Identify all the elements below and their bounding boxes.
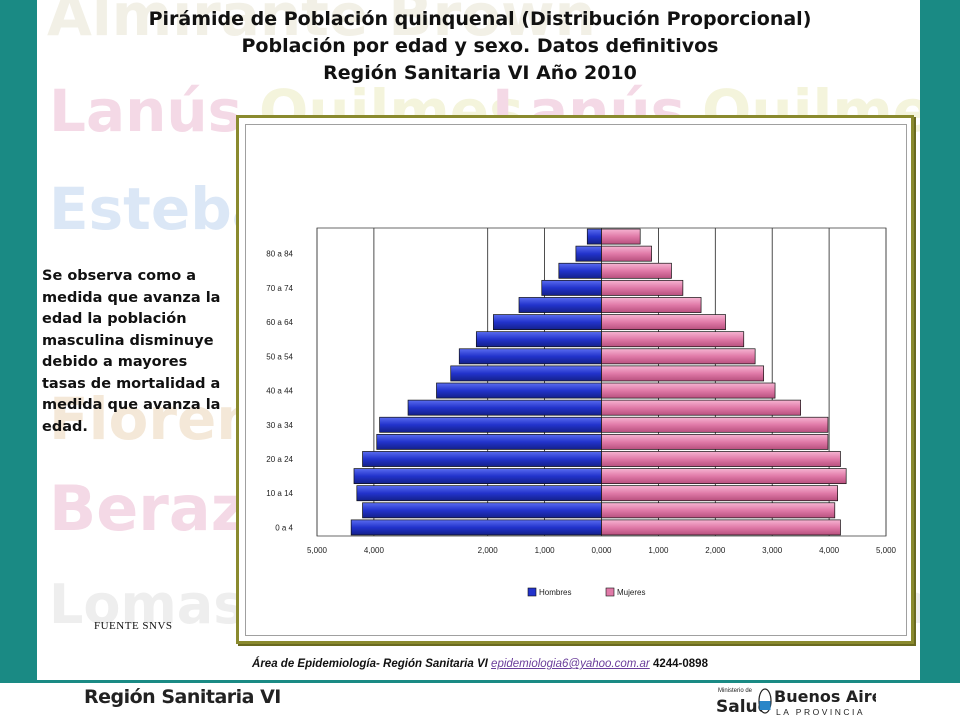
- bar-mujeres-16: [601, 245, 652, 262]
- observation-text: Se observa como a medida que avanza la e…: [42, 268, 221, 435]
- plot-area: [316, 227, 887, 537]
- bar-hombres-14: [541, 279, 602, 296]
- y-tick-label-1: 10 a 14: [266, 489, 293, 498]
- brand-region-sanitaria: Región Sanitaria VI: [84, 686, 281, 708]
- legend-label-mujeres: Mujeres: [617, 588, 645, 597]
- title-line-3: Región Sanitaria VI Año 2010: [323, 62, 637, 84]
- bar-mujeres-11: [601, 331, 745, 348]
- x-tick-label-8: 4,000: [819, 546, 840, 555]
- bar-hombres-13: [518, 297, 602, 313]
- bar-hombres-8: [436, 382, 602, 399]
- bar-mujeres-12: [601, 314, 726, 331]
- y-tick-label-8: 80 a 84: [266, 250, 293, 259]
- footer-email-link[interactable]: epidemiologia6@yahoo.com.ar: [491, 658, 650, 670]
- bar-mujeres-3: [601, 468, 847, 485]
- footer-text: Área de Epidemiología- Región Sanitaria …: [252, 658, 488, 670]
- x-tick-label-4: 0,000: [591, 546, 612, 555]
- x-tick-label-0: 5,000: [307, 546, 328, 555]
- bar-hombres-2: [356, 485, 602, 502]
- bar-hombres-10: [458, 348, 602, 365]
- population-pyramid-chart: 0 a 4 10 a 14 20 a 24 30 a 34 40 a 44 50 a 54…: [266, 227, 897, 597]
- bar-hombres-3: [353, 468, 602, 485]
- bar-hombres-11: [475, 331, 602, 348]
- bg-word-lanus-1: Lanús: [49, 77, 243, 145]
- bar-mujeres-2: [601, 485, 838, 502]
- bar-mujeres-13: [601, 297, 702, 313]
- legend-swatch-hombres: [527, 587, 537, 597]
- y-tick-label-0: 0 a 4: [275, 523, 293, 532]
- title-line-2: Población por edad y sexo. Datos definit…: [241, 35, 719, 57]
- chart-frame: 0 a 4 10 a 14 20 a 24 30 a 34 40 a 44 50 a 54…: [236, 115, 914, 644]
- bar-mujeres-6: [601, 416, 829, 433]
- x-tick-label-1: 4,000: [364, 546, 385, 555]
- bottom-band: [0, 680, 960, 723]
- y-tick-label-4: 40 a 44: [266, 387, 293, 396]
- bar-hombres-6: [379, 416, 602, 433]
- bar-mujeres-14: [601, 279, 684, 296]
- bar-hombres-17: [586, 228, 602, 245]
- footer-contact: Área de Epidemiología- Región Sanitaria …: [0, 658, 960, 670]
- right-teal-border: [920, 0, 960, 720]
- bar-mujeres-8: [601, 382, 776, 399]
- bar-mujeres-4: [601, 451, 841, 467]
- bar-mujeres-15: [601, 262, 672, 279]
- bar-mujeres-0: [601, 519, 841, 536]
- bar-hombres-12: [493, 314, 602, 331]
- x-tick-label-5: 1,000: [648, 546, 669, 555]
- legend-swatch-mujeres: [605, 587, 615, 597]
- y-tick-label-7: 70 a 74: [266, 284, 293, 293]
- province-sub-label: LA PROVINCIA: [776, 707, 865, 717]
- legend-label-hombres: Hombres: [539, 588, 571, 597]
- bar-mujeres-5: [601, 433, 829, 450]
- bar-hombres-4: [362, 451, 602, 467]
- bar-mujeres-7: [601, 399, 801, 416]
- ministry-logo: Ministerio de Salud Buenos Aires LA PROV…: [716, 687, 876, 717]
- x-tick-label-7: 3,000: [762, 546, 783, 555]
- salud-label: Salud: [716, 697, 770, 717]
- ministry-label: Ministerio de: [718, 688, 753, 694]
- chart-plot-box: 0 a 4 10 a 14 20 a 24 30 a 34 40 a 44 50 a 54…: [245, 124, 907, 636]
- bar-hombres-0: [350, 519, 602, 536]
- x-tick-label-3: 1,000: [535, 546, 556, 555]
- footer-phone: 4244-0898: [652, 658, 708, 670]
- bar-hombres-7: [407, 399, 602, 416]
- y-tick-label-5: 50 a 54: [266, 352, 293, 361]
- bar-hombres-16: [575, 245, 602, 262]
- y-tick-label-2: 20 a 24: [266, 455, 293, 464]
- x-tick-label-6: 2,000: [705, 546, 726, 555]
- source-note: FUENTE SNVS: [94, 620, 173, 632]
- left-teal-border: [0, 0, 37, 720]
- bar-mujeres-1: [601, 502, 836, 519]
- province-label: Buenos Aires: [774, 687, 876, 706]
- bar-hombres-5: [376, 433, 602, 450]
- y-tick-label-3: 30 a 34: [266, 421, 293, 430]
- x-tick-label-9: 5,000: [876, 546, 897, 555]
- bar-hombres-9: [450, 365, 602, 382]
- y-tick-label-6: 60 a 64: [266, 318, 293, 327]
- province-shield-icon: [758, 688, 772, 714]
- bar-mujeres-10: [601, 348, 756, 365]
- page-title: Pirámide de Población quinquenal (Distri…: [0, 6, 960, 87]
- bar-mujeres-17: [601, 228, 641, 245]
- bar-mujeres-9: [601, 365, 765, 382]
- x-tick-label-2: 2,000: [478, 546, 499, 555]
- bar-hombres-1: [362, 502, 602, 519]
- title-line-1: Pirámide de Población quinquenal (Distri…: [148, 8, 812, 30]
- bar-hombres-15: [558, 262, 602, 279]
